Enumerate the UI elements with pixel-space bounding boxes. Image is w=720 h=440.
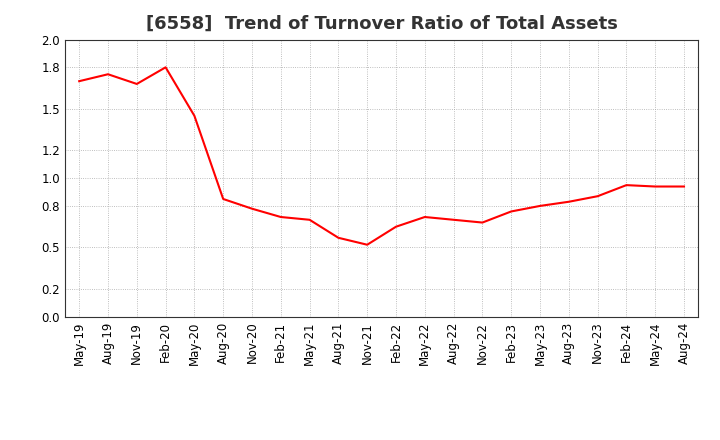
Title: [6558]  Trend of Turnover Ratio of Total Assets: [6558] Trend of Turnover Ratio of Total … — [145, 15, 618, 33]
